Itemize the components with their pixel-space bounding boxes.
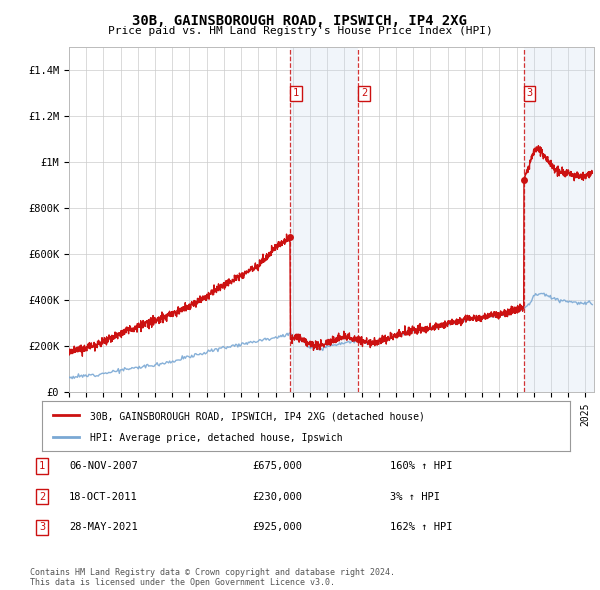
Text: 06-NOV-2007: 06-NOV-2007: [69, 461, 138, 471]
Text: 3: 3: [39, 523, 45, 532]
Text: 30B, GAINSBOROUGH ROAD, IPSWICH, IP4 2XG (detached house): 30B, GAINSBOROUGH ROAD, IPSWICH, IP4 2XG…: [89, 411, 424, 421]
Text: £925,000: £925,000: [252, 523, 302, 532]
Text: 162% ↑ HPI: 162% ↑ HPI: [390, 523, 452, 532]
Text: 30B, GAINSBOROUGH ROAD, IPSWICH, IP4 2XG: 30B, GAINSBOROUGH ROAD, IPSWICH, IP4 2XG: [133, 14, 467, 28]
Text: 3: 3: [526, 88, 533, 98]
Text: Contains HM Land Registry data © Crown copyright and database right 2024.
This d: Contains HM Land Registry data © Crown c…: [30, 568, 395, 587]
Bar: [290, 47, 358, 392]
Text: 28-MAY-2021: 28-MAY-2021: [69, 523, 138, 532]
Text: Price paid vs. HM Land Registry's House Price Index (HPI): Price paid vs. HM Land Registry's House …: [107, 26, 493, 36]
Text: 2: 2: [361, 88, 367, 98]
Text: 160% ↑ HPI: 160% ↑ HPI: [390, 461, 452, 471]
Text: 1: 1: [39, 461, 45, 471]
Text: 2: 2: [39, 492, 45, 502]
Text: £675,000: £675,000: [252, 461, 302, 471]
Text: £230,000: £230,000: [252, 492, 302, 502]
Text: 1: 1: [293, 88, 299, 98]
Text: 18-OCT-2011: 18-OCT-2011: [69, 492, 138, 502]
Text: HPI: Average price, detached house, Ipswich: HPI: Average price, detached house, Ipsw…: [89, 433, 342, 443]
Text: 3% ↑ HPI: 3% ↑ HPI: [390, 492, 440, 502]
Bar: [524, 47, 594, 392]
